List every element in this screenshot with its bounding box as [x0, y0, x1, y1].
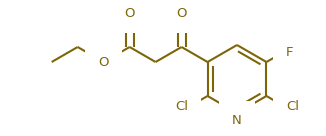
Text: Cl: Cl	[175, 100, 188, 112]
Text: O: O	[98, 55, 109, 69]
Text: O: O	[176, 7, 187, 20]
Text: F: F	[286, 46, 293, 58]
Text: N: N	[232, 114, 242, 127]
Text: O: O	[124, 7, 135, 20]
Text: Cl: Cl	[286, 100, 299, 112]
